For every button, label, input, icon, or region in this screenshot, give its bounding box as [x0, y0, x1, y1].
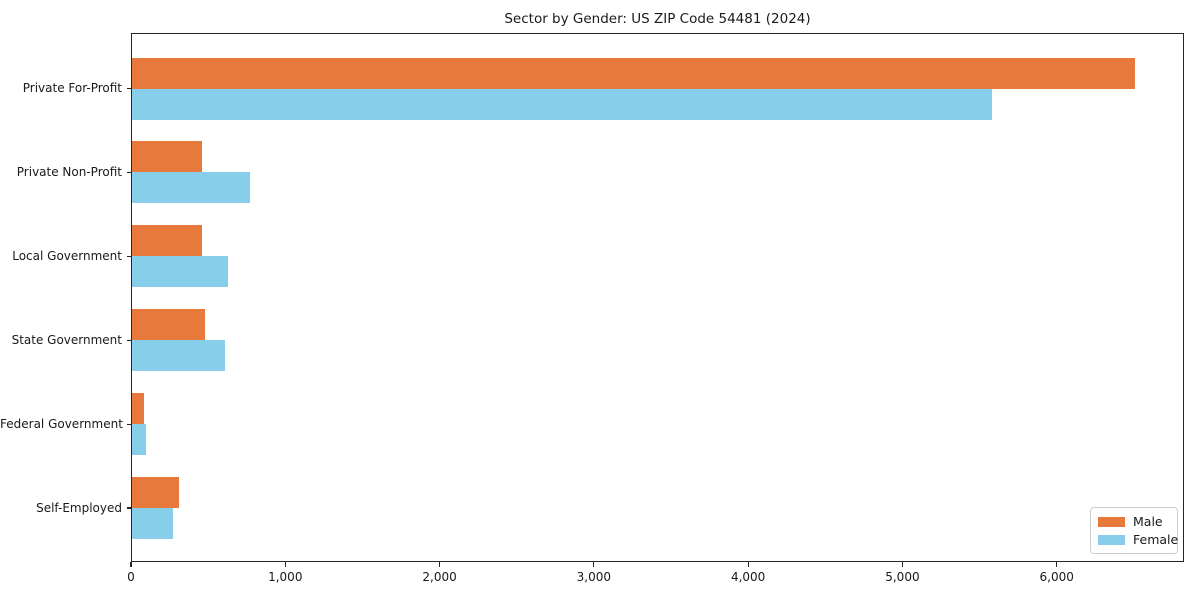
y-tick-label: Private Non-Profit [16, 164, 122, 179]
y-axis-tick [126, 87, 131, 90]
bar-male-2 [132, 225, 203, 257]
bar-female-5 [132, 508, 174, 539]
x-tick-label: 5,000 [885, 570, 920, 584]
legend-label: Male [1133, 514, 1163, 529]
x-tick-label: 1,000 [268, 570, 303, 584]
legend-item-male: Male [1098, 514, 1169, 529]
legend-label: Female [1133, 532, 1179, 547]
bar-female-2 [132, 256, 228, 288]
legend-swatch-icon [1098, 534, 1125, 545]
y-axis-tick [126, 423, 131, 425]
legend-item-female: Female [1098, 532, 1178, 547]
legend: Male Female [1090, 507, 1178, 554]
bar-male-5 [132, 477, 180, 508]
y-axis-tick [126, 339, 131, 341]
x-axis-tick [901, 562, 904, 567]
x-axis-tick [747, 562, 749, 567]
x-axis-tick [1056, 562, 1058, 567]
x-tick-label: 2,000 [422, 570, 457, 584]
x-tick-label: 4,000 [730, 570, 766, 584]
legend-swatch-icon [1098, 516, 1125, 527]
bar-male-4 [132, 393, 144, 425]
bar-female-1 [132, 172, 251, 204]
x-tick-label: 0 [127, 570, 135, 584]
x-tick-label: 6,000 [1039, 570, 1074, 584]
y-tick-label: Private For-Profit [22, 81, 122, 95]
y-tick-label: Federal Government [0, 416, 123, 431]
bar-female-4 [132, 424, 147, 456]
y-axis-tick [126, 507, 131, 509]
x-axis-tick [284, 562, 286, 567]
bar-female-0 [132, 88, 992, 120]
bar-male-1 [132, 141, 203, 173]
y-tick-label: State Government [11, 332, 122, 347]
x-axis-tick [438, 562, 441, 567]
plot-area [131, 33, 1184, 562]
y-axis-tick [126, 171, 131, 173]
y-axis-tick [126, 255, 131, 257]
x-axis-tick [593, 562, 595, 567]
y-tick-label: Self-Employed [36, 500, 122, 515]
x-tick-label: 3,000 [576, 570, 612, 584]
y-tick-label: Local Government [12, 248, 122, 263]
bar-male-3 [132, 309, 206, 341]
bar-female-3 [132, 340, 225, 372]
bar-male-0 [132, 57, 1136, 89]
chart-title: Sector by Gender: US ZIP Code 54481 (202… [504, 11, 811, 27]
x-axis-tick [130, 562, 132, 567]
